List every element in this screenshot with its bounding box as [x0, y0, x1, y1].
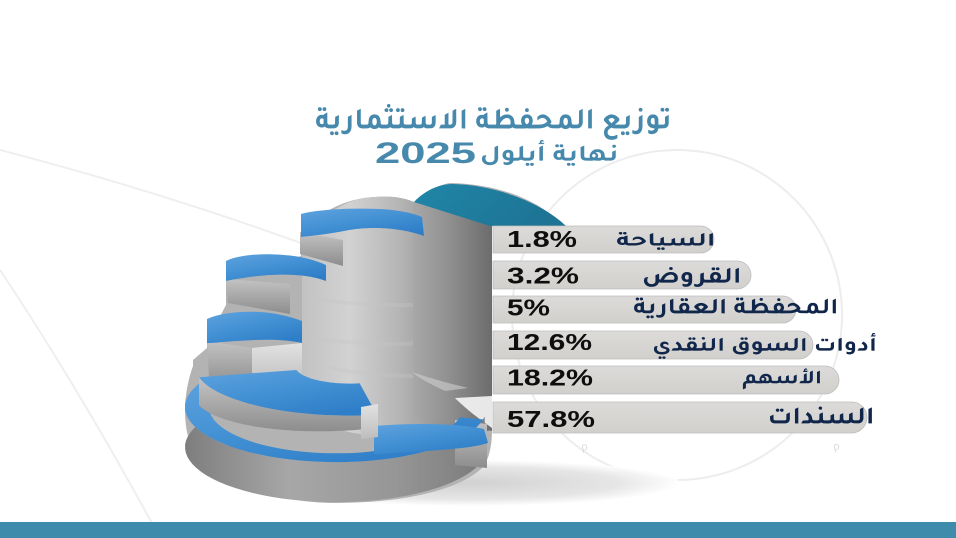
svg-text:3.2%: 3.2% — [507, 263, 579, 289]
svg-text:ρ: ρ — [832, 440, 841, 453]
svg-text:18.2%: 18.2% — [507, 365, 593, 391]
svg-text:2025: 2025 — [375, 137, 476, 170]
svg-text:12.6%: 12.6% — [507, 329, 592, 355]
svg-text:5%: 5% — [507, 295, 550, 321]
svg-text:1.8%: 1.8% — [507, 226, 577, 252]
svg-text:57.8%: 57.8% — [507, 406, 595, 432]
svg-text:ρ: ρ — [580, 441, 589, 454]
